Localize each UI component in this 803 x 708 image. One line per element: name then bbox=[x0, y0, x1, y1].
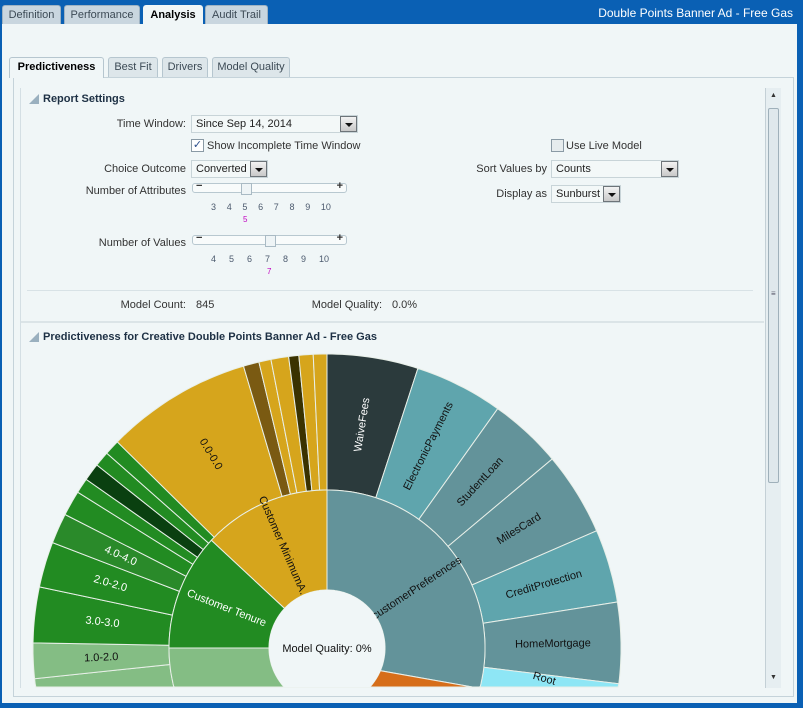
grip-icon: ≡ bbox=[771, 289, 776, 298]
plus-icon[interactable]: + bbox=[336, 180, 343, 192]
slider-tick-label: 5 bbox=[229, 254, 235, 264]
show-incomplete-checkbox[interactable]: ✓ bbox=[191, 139, 204, 152]
sort-values-label: Sort Values by bbox=[476, 163, 547, 175]
slider-tick-label: 10 bbox=[320, 202, 331, 212]
sunburst-chart: WaiveFees ElectronicPaymentsStudentLoanMi… bbox=[32, 353, 622, 688]
use-live-model-label: Use Live Model bbox=[566, 140, 642, 152]
show-incomplete-label: Show Incomplete Time Window bbox=[207, 140, 361, 152]
num-attributes-thumb[interactable] bbox=[241, 183, 252, 195]
slider-tick-label: 7 bbox=[273, 202, 279, 212]
dropdown-arrow-icon[interactable] bbox=[661, 161, 678, 177]
num-attributes-slider[interactable]: − + bbox=[192, 180, 347, 195]
display-as-select[interactable]: Sunburst bbox=[551, 185, 621, 203]
scroll-up-icon[interactable]: ▲ bbox=[770, 92, 777, 99]
tab-definition[interactable]: Definition bbox=[2, 5, 61, 24]
slider-tick-label: 4 bbox=[211, 254, 217, 264]
subtab-model-quality[interactable]: Model Quality bbox=[212, 57, 290, 77]
chart-title: Predictiveness for Creative Double Point… bbox=[43, 331, 377, 343]
sort-values-select[interactable]: Counts bbox=[551, 160, 679, 178]
sort-values-value: Counts bbox=[556, 163, 591, 175]
center-label: Model Quality: 0% bbox=[282, 643, 371, 655]
vertical-scrollbar[interactable]: ▲ ≡ ▼ bbox=[765, 88, 781, 688]
time-window-label: Time Window: bbox=[116, 118, 186, 130]
collapse-icon[interactable] bbox=[29, 332, 39, 342]
num-values-slider[interactable]: − + bbox=[192, 232, 347, 247]
scroll-down-icon[interactable]: ▼ bbox=[770, 674, 777, 681]
segment-label: HomeMortgage bbox=[515, 637, 591, 650]
slider-tick-label: 6 bbox=[247, 254, 253, 264]
window-title: Double Points Banner Ad - Free Gas bbox=[598, 6, 793, 20]
subtab-predictiveness[interactable]: Predictiveness bbox=[9, 57, 104, 78]
time-window-select[interactable]: Since Sep 14, 2014 bbox=[191, 115, 358, 133]
display-as-label: Display as bbox=[496, 188, 547, 200]
report-content: Report Settings Time Window: Since Sep 1… bbox=[20, 88, 764, 688]
segment-label: 1.0-2.0 bbox=[84, 651, 119, 664]
slider-tick-label: 8 bbox=[289, 202, 295, 212]
display-as-value: Sunburst bbox=[556, 188, 601, 200]
segment-label: 3.0-3.0 bbox=[85, 614, 120, 630]
slider-tick-label: 10 bbox=[319, 254, 330, 264]
divider bbox=[27, 290, 753, 291]
collapse-icon[interactable] bbox=[29, 94, 39, 104]
num-values-value: 7 bbox=[267, 267, 272, 276]
choice-outcome-label: Choice Outcome bbox=[104, 163, 186, 175]
time-window-value: Since Sep 14, 2014 bbox=[196, 118, 293, 130]
plus-icon[interactable]: + bbox=[336, 232, 343, 244]
model-quality-label: Model Quality: bbox=[311, 299, 382, 311]
dropdown-arrow-icon[interactable] bbox=[340, 116, 357, 132]
slider-tick-label: 9 bbox=[305, 202, 311, 212]
use-live-model-checkbox[interactable] bbox=[551, 139, 564, 152]
slider-tick-label: 8 bbox=[283, 254, 289, 264]
scroll-thumb[interactable]: ≡ bbox=[768, 108, 779, 483]
slider-tick-label: 7 bbox=[265, 254, 271, 264]
choice-outcome-value: Converted bbox=[196, 163, 247, 175]
slider-tick-label: 9 bbox=[301, 254, 307, 264]
minus-icon[interactable]: − bbox=[196, 180, 203, 192]
slider-tick-label: 4 bbox=[226, 202, 232, 212]
dropdown-arrow-icon[interactable] bbox=[603, 186, 620, 202]
minus-icon[interactable]: − bbox=[196, 232, 203, 244]
dropdown-arrow-icon[interactable] bbox=[250, 161, 267, 177]
tab-analysis[interactable]: Analysis bbox=[143, 5, 203, 25]
choice-outcome-select[interactable]: Converted bbox=[191, 160, 268, 178]
report-settings-header[interactable]: Report Settings bbox=[43, 93, 125, 105]
subtab-drivers[interactable]: Drivers bbox=[162, 57, 208, 77]
num-values-label: Number of Values bbox=[98, 237, 186, 249]
tab-audit-trail[interactable]: Audit Trail bbox=[205, 5, 268, 24]
num-attributes-label: Number of Attributes bbox=[85, 185, 186, 197]
model-count-value: 845 bbox=[196, 299, 215, 311]
num-attributes-value: 5 bbox=[243, 215, 248, 224]
sunburst-center bbox=[269, 590, 385, 687]
slider-tick-label: 3 bbox=[211, 202, 217, 212]
model-count-label: Model Count: bbox=[120, 299, 186, 311]
divider bbox=[21, 321, 764, 323]
tab-performance[interactable]: Performance bbox=[64, 5, 140, 24]
num-values-thumb[interactable] bbox=[265, 235, 276, 247]
subtab-best-fit[interactable]: Best Fit bbox=[108, 57, 158, 77]
slider-tick-label: 5 bbox=[242, 202, 248, 212]
slider-tick-label: 6 bbox=[258, 202, 264, 212]
model-quality-value: 0.0% bbox=[392, 299, 418, 311]
